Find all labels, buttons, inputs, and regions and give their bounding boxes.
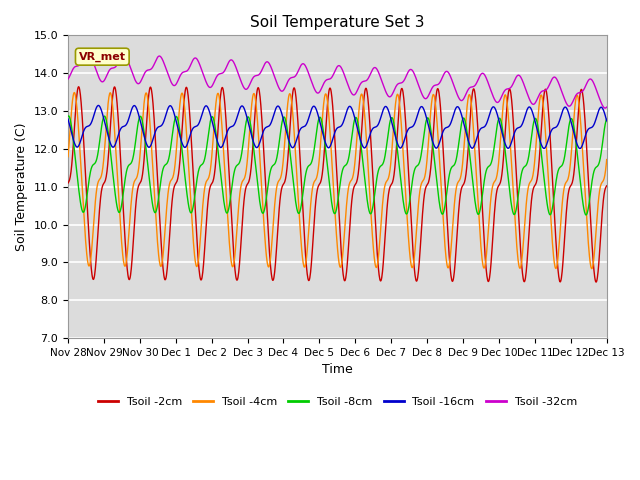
Tsoil -2cm xyxy=(421,187,429,193)
Line: Tsoil -16cm: Tsoil -16cm xyxy=(68,106,607,148)
Tsoil -8cm xyxy=(492,134,499,140)
Tsoil -8cm xyxy=(65,113,72,119)
Tsoil -4cm xyxy=(540,100,547,106)
Tsoil -32cm xyxy=(602,105,609,111)
Tsoil -16cm xyxy=(64,116,72,122)
Tsoil -32cm xyxy=(421,96,429,102)
Tsoil -8cm xyxy=(540,166,547,172)
Tsoil -8cm xyxy=(582,212,590,218)
Tsoil -4cm xyxy=(603,156,611,162)
Tsoil -32cm xyxy=(244,84,252,90)
Tsoil -16cm xyxy=(421,110,429,116)
Tsoil -2cm xyxy=(492,198,499,204)
Tsoil -8cm xyxy=(421,123,429,129)
Tsoil -8cm xyxy=(64,113,72,119)
Tsoil -16cm xyxy=(540,145,547,151)
Tsoil -2cm xyxy=(184,93,192,99)
Line: Tsoil -2cm: Tsoil -2cm xyxy=(68,87,607,282)
Tsoil -8cm xyxy=(244,114,252,120)
Tsoil -4cm xyxy=(244,144,252,150)
Tsoil -32cm xyxy=(603,104,611,110)
Tsoil -8cm xyxy=(603,116,611,122)
Tsoil -32cm xyxy=(492,98,499,104)
Tsoil -4cm xyxy=(421,172,429,178)
X-axis label: Time: Time xyxy=(322,363,353,376)
Tsoil -8cm xyxy=(184,200,192,206)
Text: VR_met: VR_met xyxy=(79,51,126,62)
Line: Tsoil -4cm: Tsoil -4cm xyxy=(68,93,607,269)
Tsoil -32cm xyxy=(64,76,72,82)
Tsoil -4cm xyxy=(492,177,499,183)
Line: Tsoil -8cm: Tsoil -8cm xyxy=(68,116,607,215)
Tsoil -2cm xyxy=(172,182,179,188)
Y-axis label: Soil Temperature (C): Soil Temperature (C) xyxy=(15,122,28,251)
Tsoil -32cm xyxy=(184,67,192,72)
Tsoil -32cm xyxy=(540,88,547,94)
Tsoil -16cm xyxy=(576,145,584,151)
Tsoil -16cm xyxy=(95,103,102,108)
Tsoil -16cm xyxy=(244,120,252,126)
Legend: Tsoil -2cm, Tsoil -4cm, Tsoil -8cm, Tsoil -16cm, Tsoil -32cm: Tsoil -2cm, Tsoil -4cm, Tsoil -8cm, Tsoi… xyxy=(93,392,581,411)
Tsoil -4cm xyxy=(184,157,192,163)
Line: Tsoil -32cm: Tsoil -32cm xyxy=(68,52,607,108)
Tsoil -16cm xyxy=(172,114,179,120)
Tsoil -2cm xyxy=(603,183,611,189)
Tsoil -32cm xyxy=(84,49,92,55)
Tsoil -2cm xyxy=(75,84,83,90)
Tsoil -4cm xyxy=(70,90,78,96)
Tsoil -4cm xyxy=(172,161,179,167)
Tsoil -32cm xyxy=(172,83,179,88)
Tsoil -2cm xyxy=(244,180,252,185)
Tsoil -8cm xyxy=(172,116,179,121)
Title: Soil Temperature Set 3: Soil Temperature Set 3 xyxy=(250,15,424,30)
Tsoil -16cm xyxy=(603,118,611,124)
Tsoil -2cm xyxy=(64,180,72,186)
Tsoil -16cm xyxy=(492,107,499,112)
Tsoil -2cm xyxy=(540,101,547,107)
Tsoil -16cm xyxy=(184,139,192,144)
Tsoil -4cm xyxy=(588,266,596,272)
Tsoil -4cm xyxy=(64,154,72,159)
Tsoil -2cm xyxy=(593,279,600,285)
